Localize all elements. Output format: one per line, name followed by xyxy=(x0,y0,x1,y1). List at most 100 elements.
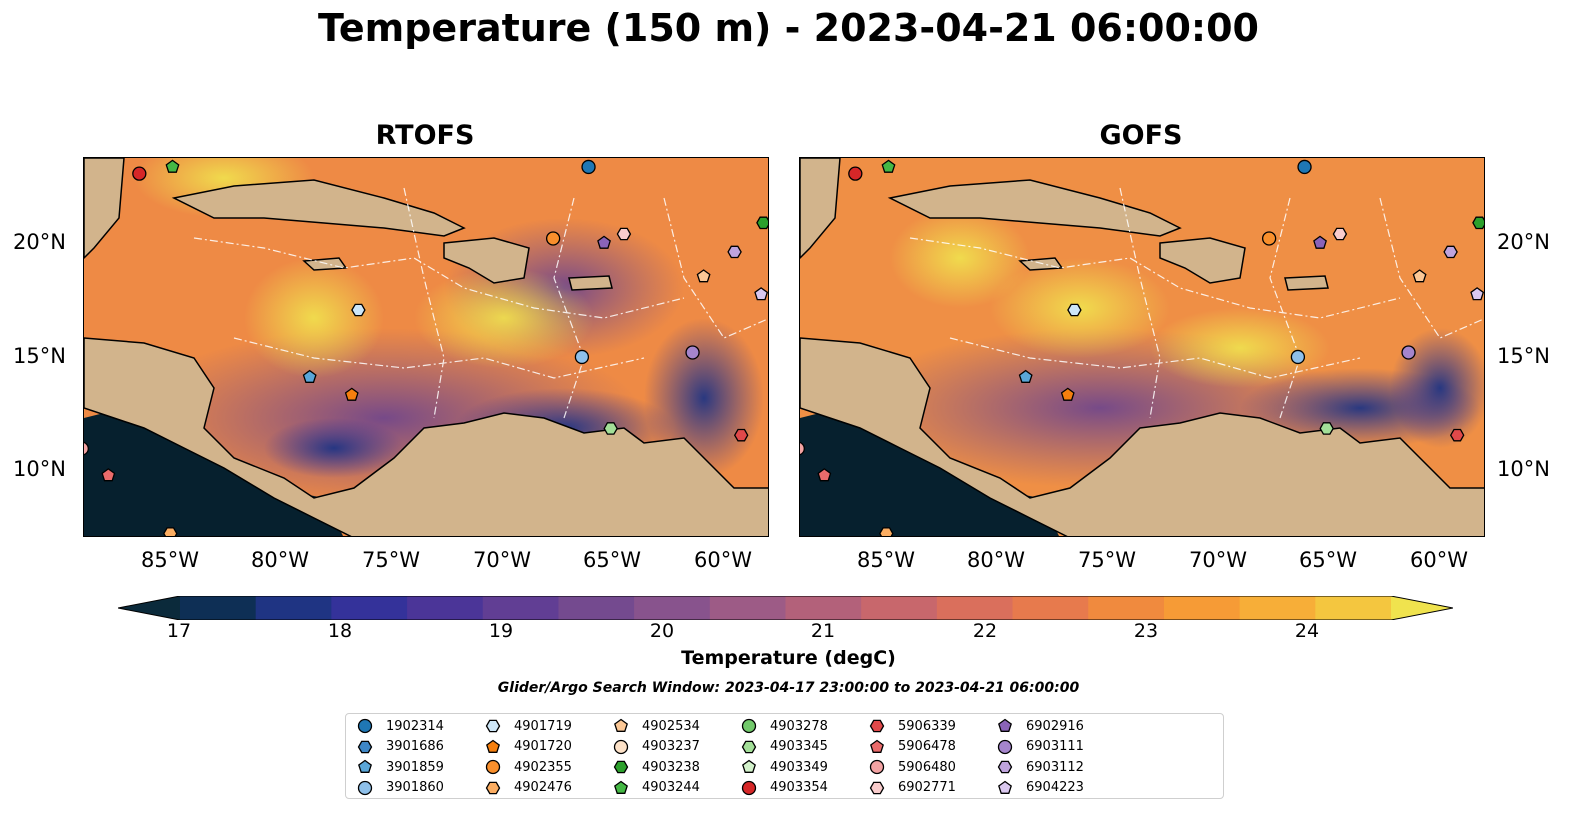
eez-boundaries xyxy=(909,187,1484,419)
float-marker[interactable] xyxy=(302,369,317,383)
float-marker[interactable] xyxy=(1472,216,1485,230)
float-marker[interactable] xyxy=(817,468,832,482)
pentagon-marker-icon xyxy=(998,718,1012,732)
pentagon-marker-icon xyxy=(742,759,756,773)
float-marker[interactable] xyxy=(351,303,366,317)
legend-item: 4902534 xyxy=(612,716,700,736)
float-marker[interactable] xyxy=(1412,269,1427,283)
float-marker[interactable] xyxy=(879,527,894,537)
hexagon-marker-icon xyxy=(357,740,373,753)
lon-tick-label: 75°W xyxy=(1078,548,1136,572)
map-panel-rtofs[interactable] xyxy=(83,157,769,537)
legend-item-label: 4903349 xyxy=(770,759,828,775)
float-marker[interactable] xyxy=(84,441,89,456)
lon-tick-label: 60°W xyxy=(694,548,752,572)
colorbar-bin xyxy=(1315,596,1392,620)
float-marker[interactable] xyxy=(603,422,618,435)
colorbar-extend-low xyxy=(118,596,180,620)
float-marker[interactable] xyxy=(727,245,742,259)
float-marker[interactable] xyxy=(1018,369,1033,383)
circle-marker-icon xyxy=(485,759,501,775)
float-marker[interactable] xyxy=(165,159,180,173)
legend-item: 6903112 xyxy=(996,757,1084,777)
float-marker[interactable] xyxy=(754,287,768,301)
pentagon-marker-icon xyxy=(870,739,884,753)
lat-tick-label: 20°N xyxy=(13,230,66,254)
float-marker[interactable] xyxy=(685,345,700,360)
float-marker[interactable] xyxy=(1067,303,1082,317)
colorbar-bin xyxy=(482,596,559,620)
legend-item-label: 4903237 xyxy=(642,739,700,754)
float-marker[interactable] xyxy=(881,159,896,173)
colorbar-bin xyxy=(558,596,635,620)
float-marker[interactable] xyxy=(756,216,769,230)
colorbar-tick-label: 17 xyxy=(166,620,192,642)
float-marker[interactable] xyxy=(1319,422,1334,435)
lat-tick-label: 20°N xyxy=(1497,230,1550,254)
float-marker[interactable] xyxy=(1401,345,1416,360)
hexagon-marker-icon xyxy=(997,760,1013,774)
legend-item-label: 4903278 xyxy=(770,718,828,734)
colorbar-bin xyxy=(331,596,408,620)
lat-tick-label: 15°N xyxy=(1497,344,1550,368)
legend-item-label: 3901686 xyxy=(386,739,444,754)
float-marker[interactable] xyxy=(1449,428,1465,442)
lon-tick-label: 85°W xyxy=(857,548,915,572)
colorbar-bin xyxy=(1239,596,1316,620)
legend-item-label: 4903244 xyxy=(642,780,700,795)
float-marker[interactable] xyxy=(1313,235,1327,249)
colorbar-bin xyxy=(1012,596,1089,620)
legend-item: 4903354 xyxy=(740,778,828,798)
legend-item: 5906480 xyxy=(868,757,956,777)
float-marker[interactable] xyxy=(545,231,561,246)
colorbar-tick-label: 21 xyxy=(810,620,836,642)
colorbar-bin xyxy=(1163,596,1241,620)
float-marker[interactable] xyxy=(581,159,596,175)
float-marker[interactable] xyxy=(1332,227,1348,241)
float-marker[interactable] xyxy=(1297,159,1312,175)
circle-marker-icon xyxy=(869,759,885,775)
float-marker[interactable] xyxy=(101,468,116,482)
float-marker[interactable] xyxy=(1470,287,1484,301)
float-marker[interactable] xyxy=(848,166,863,181)
float-marker[interactable] xyxy=(696,269,711,283)
hispaniola-land xyxy=(443,237,530,284)
float-marker[interactable] xyxy=(1290,349,1306,365)
legend-item: 5906339 xyxy=(868,716,956,736)
float-marker[interactable] xyxy=(616,227,632,241)
float-marker[interactable] xyxy=(800,441,805,456)
lon-tick-label: 75°W xyxy=(362,548,420,572)
legend-item: 6902771 xyxy=(868,778,956,798)
legend-item-label: 5906478 xyxy=(898,739,956,754)
eez-boundaries xyxy=(193,187,768,419)
legend-item: 4903345 xyxy=(740,737,828,757)
float-marker[interactable] xyxy=(574,349,590,365)
hexagon-marker-icon xyxy=(869,781,885,794)
float-marker[interactable] xyxy=(1443,245,1458,259)
lat-tick-label: 10°N xyxy=(13,457,66,481)
figure-title: Temperature (150 m) - 2023-04-21 06:00:0… xyxy=(317,6,1259,50)
float-marker[interactable] xyxy=(1060,387,1075,401)
float-marker[interactable] xyxy=(597,235,611,249)
warm-anomaly xyxy=(414,268,594,368)
legend-item-label: 4902534 xyxy=(642,718,700,734)
map-panel-gofs[interactable] xyxy=(799,157,1485,537)
float-marker[interactable] xyxy=(163,527,178,537)
puerto-rico-land xyxy=(1284,275,1329,291)
lat-tick-label: 10°N xyxy=(1497,457,1550,481)
float-marker[interactable] xyxy=(733,428,749,442)
float-markers xyxy=(84,159,769,537)
float-marker[interactable] xyxy=(344,387,359,401)
lon-tick-label: 85°W xyxy=(141,548,199,572)
float-marker[interactable] xyxy=(132,166,147,181)
colorbar-bin xyxy=(634,596,711,620)
legend-item-label: 5906480 xyxy=(898,759,956,775)
legend-item: 4902476 xyxy=(484,778,572,798)
circle-marker-icon xyxy=(997,739,1013,754)
legend-item-label: 4903345 xyxy=(770,739,828,754)
legend-item: 6903111 xyxy=(996,737,1084,757)
colorbar-tick-label: 24 xyxy=(1294,620,1320,642)
float-marker[interactable] xyxy=(1261,231,1277,246)
hispaniola-land xyxy=(1159,237,1246,284)
legend-item: 4903244 xyxy=(612,778,700,798)
